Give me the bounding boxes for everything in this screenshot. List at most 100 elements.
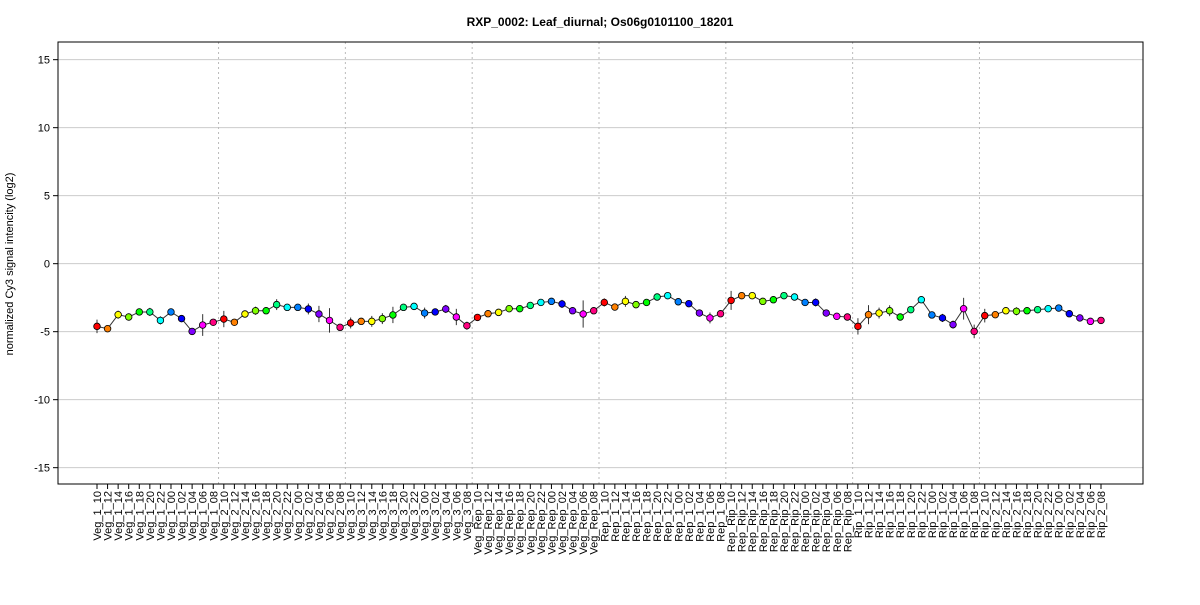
x-tick-label: Veg_3_10 (346, 491, 358, 541)
data-point (885, 307, 894, 315)
data-point (822, 309, 830, 317)
x-tick-label: Veg_Rep_06 (578, 491, 590, 555)
x-tick-label: Veg_Rep_22 (536, 491, 548, 555)
data-point (653, 293, 661, 301)
x-tick-label: Rep_1_02 (684, 491, 696, 542)
data-point (621, 297, 630, 306)
data-point (156, 316, 165, 325)
x-tick-label: Veg_2_18 (261, 491, 273, 541)
data-point (991, 310, 1000, 319)
x-tick-label: Rip_1_16 (885, 491, 897, 538)
x-tick-label: Veg_2_12 (229, 491, 241, 541)
x-tick-label: Veg_Rep_16 (504, 491, 516, 555)
x-tick-label: Veg_1_14 (113, 491, 125, 541)
data-point (431, 308, 439, 316)
x-tick-label: Rip_1_10 (853, 491, 865, 538)
x-tick-label: Veg_1_22 (155, 491, 167, 541)
plot-frame (57, 41, 1144, 485)
data-point (516, 304, 524, 313)
x-tick-label: Veg_Rep_18 (515, 491, 527, 555)
data-point (854, 322, 862, 331)
x-tick-label: Rep_Rip_08 (842, 491, 854, 552)
data-point (114, 310, 122, 319)
x-tick-label: Veg_2_08 (335, 491, 347, 541)
x-tick-label: Veg_Rep_12 (483, 491, 495, 555)
data-point (917, 296, 926, 304)
x-tick-label: Veg_3_06 (451, 491, 463, 541)
data-point (177, 314, 186, 323)
chart-title: RXP_0002: Leaf_diurnal; Os06g0101100_182… (467, 15, 734, 29)
x-tick-label: Rep_Rip_06 (832, 491, 844, 552)
x-tick-label: Veg_1_18 (134, 491, 146, 541)
data-point (368, 317, 376, 326)
group-separators (218, 42, 980, 484)
data-point (283, 303, 291, 312)
x-tick-label: Rep_Rip_12 (737, 491, 749, 552)
data-point (907, 305, 915, 314)
data-point (568, 307, 577, 315)
x-tick-label: Rip_1_00 (927, 491, 939, 538)
x-tick-label: Veg_1_12 (103, 491, 115, 541)
x-tick-label: Veg_3_16 (377, 491, 389, 541)
data-point (748, 291, 756, 300)
x-tick-label: Rip_2_12 (990, 491, 1002, 538)
data-point (125, 313, 133, 321)
data-point (959, 304, 968, 313)
data-point (220, 315, 228, 323)
data-point (632, 300, 640, 309)
x-tick-label: Rep_Rip_16 (758, 491, 770, 552)
data-point (188, 327, 196, 336)
x-tick-label: Rip_2_20 (1033, 491, 1045, 538)
data-point (484, 310, 492, 318)
data-point (843, 313, 852, 321)
x-tick-label: Rip_1_22 (916, 491, 928, 538)
data-point (801, 298, 809, 307)
x-tick-label: Veg_3_14 (367, 491, 379, 541)
data-point (346, 319, 355, 327)
x-tick-label: Veg_1_06 (198, 491, 210, 541)
data-point (537, 298, 545, 307)
data-point (663, 291, 672, 300)
x-tick-label: Veg_2_16 (251, 491, 263, 541)
data-point (706, 314, 714, 322)
x-tick-label: Veg_2_20 (272, 491, 284, 541)
x-tick-label: Rep_Rip_04 (821, 491, 833, 552)
data-point (378, 314, 387, 323)
data-point (304, 305, 313, 313)
x-tick-label: Rip_1_18 (895, 491, 907, 538)
x-tick-label: Veg_2_06 (325, 491, 337, 541)
x-tick-label: Rip_1_12 (863, 491, 875, 538)
data-point (1012, 307, 1021, 315)
x-tick-label: Veg_1_08 (208, 491, 220, 541)
data-point (209, 318, 217, 326)
data-point (473, 313, 482, 322)
data-point (790, 293, 799, 301)
x-tick-label: Rep_1_18 (642, 491, 654, 542)
x-tick-label: Rep_1_12 (610, 491, 622, 542)
x-tick-label: Rip_1_02 (937, 491, 949, 538)
x-tick-label: Rep_Rip_02 (811, 491, 823, 552)
data-point (1076, 314, 1084, 322)
data-point (463, 321, 471, 330)
data-point (93, 322, 101, 331)
x-tick-label: Veg_Rep_10 (472, 491, 484, 555)
data-point (864, 310, 873, 319)
data-point (1065, 310, 1073, 318)
data-point (336, 323, 344, 332)
x-tick-label: Rep_Rip_00 (800, 491, 812, 552)
x-tick-label: Rip_2_14 (1001, 491, 1013, 538)
x-tick-label: Veg_1_04 (187, 491, 199, 541)
x-tick-label: Rip_2_22 (1043, 491, 1055, 538)
x-tick-label: Rip_1_06 (959, 491, 971, 538)
y-tick-label: -15 (34, 463, 50, 475)
y-tick-label: 10 (38, 123, 50, 135)
x-tick-label: Veg_2_22 (282, 491, 294, 541)
data-point (896, 313, 904, 321)
data-point (737, 291, 746, 300)
data-point (811, 298, 820, 307)
x-tick-label: Rip_1_20 (906, 491, 918, 538)
x-tick-label: Veg_1_00 (166, 491, 178, 541)
x-tick-label: Veg_1_02 (177, 491, 189, 541)
y-axis: -15 -10 -5 0 5 10 15 (34, 55, 58, 475)
data-point (769, 296, 778, 304)
